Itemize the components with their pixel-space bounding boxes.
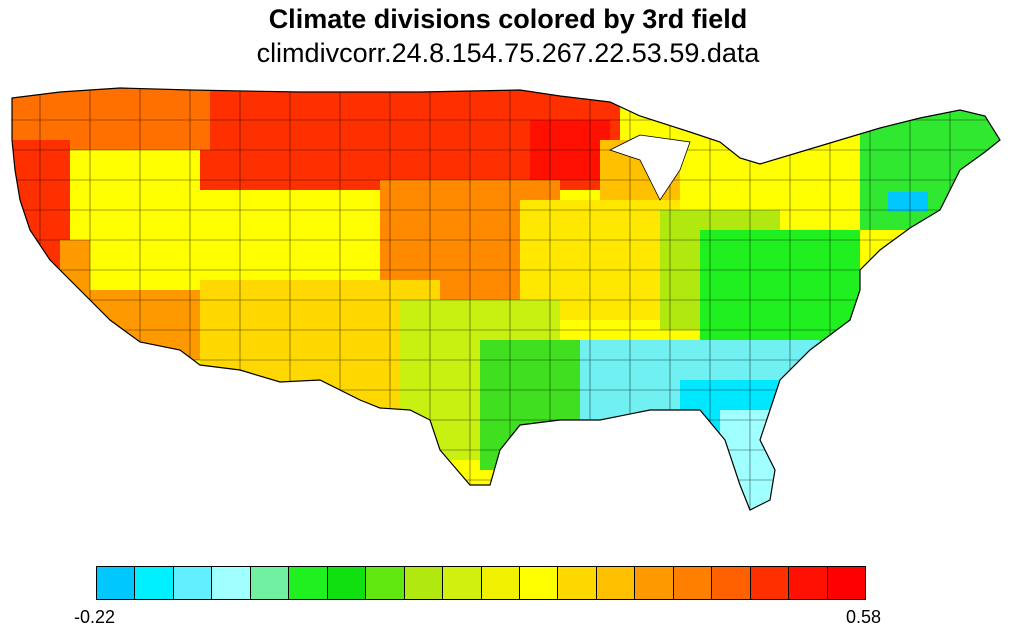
colorbar-swatch [789,567,828,599]
colorbar-min-label: -0.22 [74,607,116,627]
us-climate-division-map [11,87,1001,511]
colorbar-swatch [635,567,674,599]
colorbar-swatch [212,567,251,599]
colorbar-swatch [712,567,751,599]
colorbar-swatch [443,567,482,599]
colorbar-swatch [519,567,559,599]
colorbar-max-label: 0.58 [846,607,882,627]
colorbar-swatch [558,567,597,599]
colorbar-swatch [289,567,328,599]
division-fills [12,88,1000,510]
colorbar-swatch [327,567,367,599]
map-subtitle: climdivcorr.24.8.154.75.267.22.53.59.dat… [256,38,760,68]
colorbar-swatch [250,567,290,599]
us-outline [11,87,1001,511]
colorbar-swatch [173,567,213,599]
map-title: Climate divisions colored by 3rd field [268,4,748,34]
great-lakes-water [608,134,691,201]
west-coast-divisions [12,140,70,320]
appalachian-divisions [700,230,860,350]
florida-peninsula-divisions [720,410,800,510]
colorbar-swatch [135,567,174,599]
colorbar-swatch [673,567,713,599]
massachusetts-division [888,192,928,212]
colorbar-swatch [97,567,136,599]
colorbar-swatch [750,567,790,599]
new-england-divisions [860,110,1000,230]
pacific-northwest-divisions [12,88,210,150]
colorbar-swatch [481,567,520,599]
colorbar-swatch [596,567,636,599]
colorbar [96,566,866,600]
great-basin-divisions [90,200,250,290]
colorbar-swatch [404,567,444,599]
colorbar-swatch [366,567,405,599]
colorbar-swatch [827,567,866,599]
